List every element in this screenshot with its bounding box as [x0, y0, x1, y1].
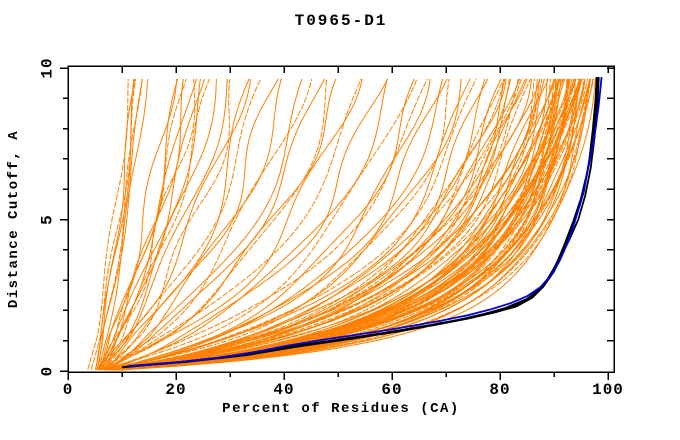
svg-text:20: 20	[165, 381, 186, 399]
y-axis-label: Distance Cutoff, A	[6, 129, 22, 309]
y-tick-labels: 0 5 10	[39, 57, 57, 376]
x-axis-label: Percent of Residues (CA)	[222, 401, 460, 417]
chart-title: T0965-D1	[294, 12, 388, 30]
x-tick-labels: 0 20 40 60 80 100	[63, 381, 624, 399]
svg-text:10: 10	[39, 57, 57, 78]
blue-model-curve	[127, 77, 603, 368]
svg-text:60: 60	[381, 381, 402, 399]
svg-text:80: 80	[489, 381, 510, 399]
svg-text:5: 5	[39, 214, 57, 225]
svg-text:40: 40	[273, 381, 294, 399]
orange-model-curves	[87, 78, 596, 371]
svg-text:0: 0	[63, 381, 74, 399]
axis-ticks	[60, 66, 614, 380]
svg-text:100: 100	[592, 381, 624, 399]
svg-text:0: 0	[39, 366, 57, 377]
